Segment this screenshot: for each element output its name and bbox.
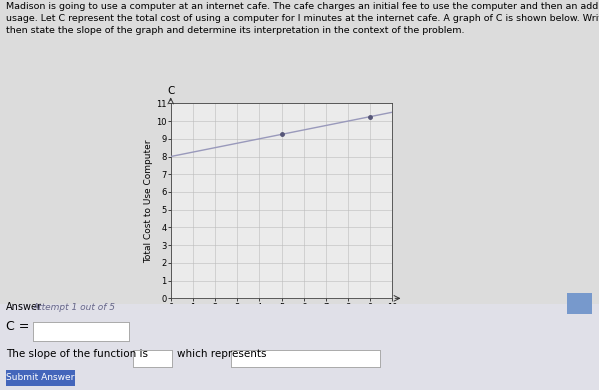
Text: The slope of the function is: The slope of the function is bbox=[6, 349, 148, 359]
Text: C: C bbox=[167, 85, 174, 96]
Text: Madison is going to use a computer at an internet cafe. The cafe charges an init: Madison is going to use a computer at an… bbox=[6, 2, 599, 35]
Text: Submit Answer: Submit Answer bbox=[6, 373, 75, 383]
Text: which represents: which represents bbox=[177, 349, 266, 359]
Y-axis label: Total Cost to Use Computer: Total Cost to Use Computer bbox=[144, 139, 153, 262]
Text: Answer: Answer bbox=[6, 302, 42, 312]
Text: C =: C = bbox=[6, 319, 29, 333]
Text: Attempt 1 out of 5: Attempt 1 out of 5 bbox=[33, 303, 116, 312]
X-axis label: Number of Minutes: Number of Minutes bbox=[238, 314, 325, 323]
